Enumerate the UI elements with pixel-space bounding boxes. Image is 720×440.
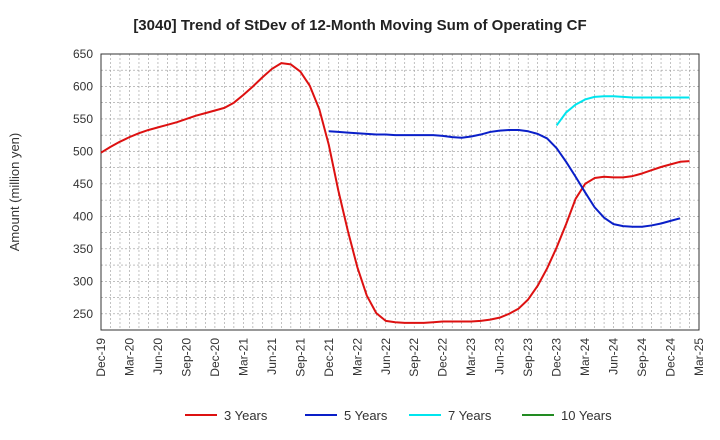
x-tick-label: Dec-23 xyxy=(550,338,564,377)
y-tick-label: 600 xyxy=(73,79,93,93)
x-tick-label: Sep-23 xyxy=(521,338,535,377)
y-tick-label: 250 xyxy=(73,307,93,321)
x-tick-label: Jun-20 xyxy=(151,338,165,375)
x-tick-label: Dec-22 xyxy=(436,338,450,377)
x-tick-label: Mar-25 xyxy=(692,338,706,376)
legend-label: 10 Years xyxy=(561,408,612,423)
x-tick-label: Sep-24 xyxy=(635,338,649,377)
x-tick-label: Mar-23 xyxy=(464,338,478,376)
y-axis-label: Amount (million yen) xyxy=(7,133,22,252)
legend-label: 3 Years xyxy=(224,408,268,423)
y-tick-label: 550 xyxy=(73,112,93,126)
x-tick-label: Dec-24 xyxy=(664,338,678,377)
x-tick-label: Mar-24 xyxy=(578,338,592,376)
x-axis-ticks: Dec-19 Mar-20 Jun-20 Sep-20 Dec-20 Mar-21 Jun-… xyxy=(94,338,706,377)
series-line-7-years xyxy=(555,95,690,127)
series-group xyxy=(100,62,690,324)
plot-area xyxy=(100,53,700,331)
x-tick-label: Dec-19 xyxy=(94,338,108,377)
x-tick-label: Dec-21 xyxy=(322,338,336,377)
y-tick-label: 650 xyxy=(73,47,93,61)
y-tick-label: 400 xyxy=(73,209,93,223)
x-tick-label: Mar-21 xyxy=(236,338,250,376)
legend-label: 7 Years xyxy=(448,408,492,423)
x-tick-label: Dec-20 xyxy=(208,338,222,377)
y-tick-label: 450 xyxy=(73,177,93,191)
chart-title: [3040] Trend of StDev of 12-Month Moving… xyxy=(133,17,586,34)
legend: 3 Years 5 Years 7 Years 10 Years xyxy=(185,408,612,423)
x-tick-label: Jun-24 xyxy=(607,338,621,375)
x-tick-label: Sep-21 xyxy=(293,338,307,377)
legend-label: 5 Years xyxy=(344,408,388,423)
x-tick-label: Jun-22 xyxy=(379,338,393,375)
x-tick-label: Jun-21 xyxy=(265,338,279,375)
y-tick-label: 300 xyxy=(73,274,93,288)
x-tick-label: Mar-20 xyxy=(122,338,136,376)
y-tick-label: 350 xyxy=(73,242,93,256)
x-tick-label: Jun-23 xyxy=(493,338,507,375)
y-axis-ticks: 250 300 350 400 450 500 550 600 650 xyxy=(73,47,93,321)
series-line-3-years xyxy=(100,62,690,324)
x-tick-label: Sep-20 xyxy=(179,338,193,377)
y-tick-label: 500 xyxy=(73,144,93,158)
x-tick-label: Sep-22 xyxy=(407,338,421,377)
series-line-5-years xyxy=(328,128,681,228)
x-tick-label: Mar-22 xyxy=(350,338,364,376)
